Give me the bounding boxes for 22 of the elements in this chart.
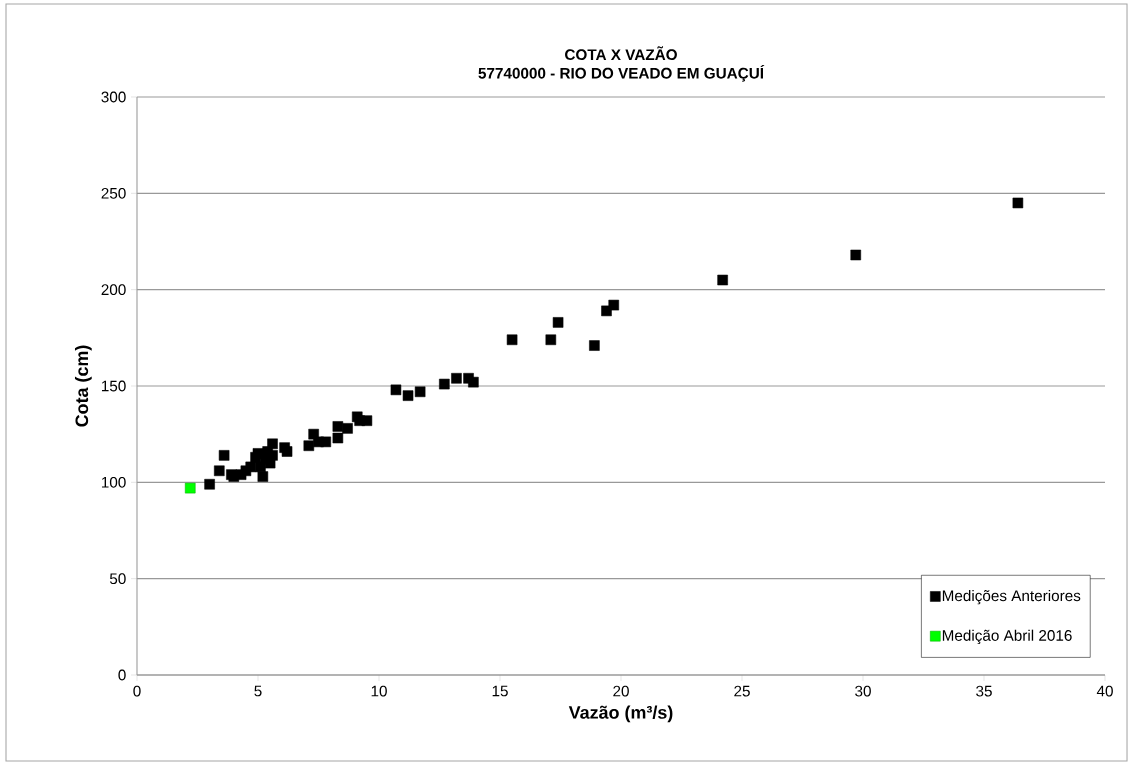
y-tick-label: 150 bbox=[101, 380, 126, 392]
x-tick-label: 10 bbox=[371, 685, 387, 697]
y-tick-label: 200 bbox=[101, 284, 126, 296]
x-axis-title: Vazão (m³/s) bbox=[568, 705, 673, 723]
x-tick-label: 0 bbox=[133, 685, 141, 697]
chart-subtitle: 57740000 - RIO DO VEADO EM GUAÇUÍ bbox=[478, 64, 765, 82]
y-tick-label: 100 bbox=[101, 476, 126, 488]
y-tick-label: 0 bbox=[118, 669, 126, 681]
y-axis-title: Cota (cm) bbox=[74, 345, 92, 427]
x-tick-label: 35 bbox=[976, 685, 992, 697]
chart-title: COTA X VAZÃO bbox=[565, 46, 677, 61]
x-tick-label: 30 bbox=[855, 685, 871, 697]
x-tick-label: 25 bbox=[734, 685, 750, 697]
y-tick-label: 300 bbox=[101, 91, 126, 103]
legend-label: Medições Anteriores bbox=[942, 589, 1081, 605]
x-tick-label: 20 bbox=[613, 685, 629, 697]
legend-label: Medição Abril 2016 bbox=[942, 629, 1072, 644]
y-tick-label: 50 bbox=[109, 573, 126, 585]
x-tick-label: 15 bbox=[492, 685, 508, 697]
x-tick-label: 5 bbox=[254, 685, 262, 697]
x-tick-label: 40 bbox=[1096, 685, 1113, 697]
y-tick-label: 250 bbox=[101, 187, 126, 199]
